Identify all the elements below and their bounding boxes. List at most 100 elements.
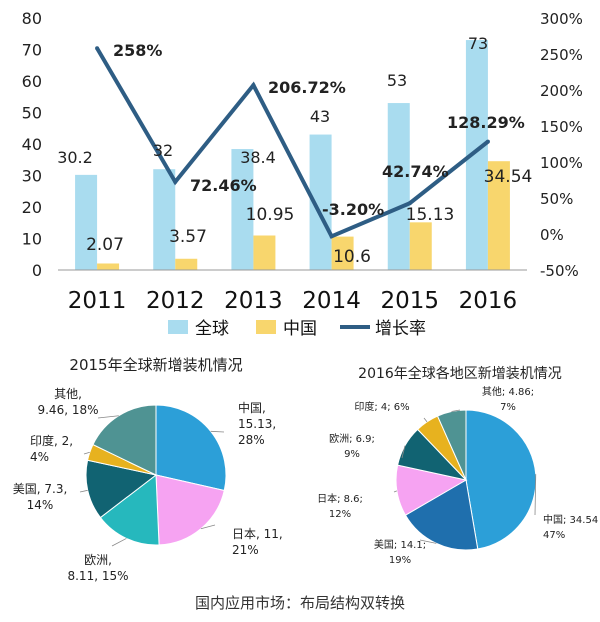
legend-label: 全球 [195,319,229,339]
pie-leader-line [79,489,88,493]
pie-leader-line [423,417,428,423]
y-tick-label: 40 [22,135,42,154]
pie-slice-label: 7% [500,402,516,413]
y-tick-label: 60 [22,72,42,91]
pie-slice [404,479,479,551]
pie-slice [155,404,227,492]
y2-tick-label: -50% [540,262,579,280]
bar [309,134,332,270]
growth-rate-label: 42.74% [382,162,449,181]
x-category-label: 2012 [146,288,205,314]
pie-slice [465,409,537,550]
pie-slice-label: 印度; 4; 6% [354,400,409,413]
x-category-label: 2011 [68,288,127,314]
legend-swatch [168,320,188,334]
bar-value-label: 10.95 [246,205,295,225]
y2-tick-label: 200% [540,82,583,100]
line-point [485,139,490,144]
line-point [173,179,178,184]
pie-leader-line [210,430,225,433]
pie-leader-line [534,474,537,516]
line-point [329,234,334,239]
pie-slice-label: 28% [238,433,265,447]
x-category-label: 2016 [459,288,518,314]
growth-rate-label: 206.72% [268,78,346,97]
pie-leader-line [83,451,90,455]
y-tick-label: 70 [22,41,42,60]
pie-slice-label: 15.13, [238,417,276,431]
x-category-label: 2014 [302,288,361,314]
pie-slice-label: 印度, 2, [30,433,73,448]
y-tick-label: 30 [22,167,42,186]
pie-slice [85,459,158,519]
pie-leader-line [451,409,461,412]
pie-slice-label: 21% [232,543,259,557]
pie-slice [92,404,157,476]
bar-value-label: 34.54 [484,167,533,187]
bar-value-label: 2.07 [86,235,124,255]
bar-value-label: 53 [387,71,407,90]
bar [97,263,120,270]
y-tick-label: 50 [22,104,42,123]
bar-value-label: 3.57 [169,227,207,247]
growth-rate-label: -3.20% [322,200,384,219]
bar [487,161,510,270]
pie-slice-label: 4% [30,450,49,464]
pie-slice-label: 9% [344,449,360,460]
growth-rate-label: 72.46% [190,176,257,195]
pie-slice-label: 9.46, 18% [37,403,98,417]
legend-label: 增长率 [375,319,426,339]
pie-slice-label: 美国; 14.1; [374,538,426,551]
y-tick-label: 20 [22,198,42,217]
bar [153,169,176,270]
growth-rate-label: 128.29% [447,113,525,132]
bar [465,40,488,270]
bar-value-label: 32 [153,141,173,160]
pie-slice-label: 中国, [238,400,266,415]
pie-leader-line [393,490,397,493]
pie-slice-label: 欧洲; 6.9; [329,433,375,445]
pie-leader-line [97,415,119,419]
pie-slice-label: 12% [329,509,351,520]
pie-leader-line [401,445,406,459]
bar-value-label: 10.6 [333,247,371,267]
pie-slice-label: 日本, 11, [232,527,283,541]
pie-slice-label: 其他, [54,387,82,401]
pie-slice-label: 日本; 8.6; [317,492,363,505]
bar [331,236,354,270]
pie-slice-label: 8.11, 15% [67,569,128,583]
bar [231,149,254,270]
legend-label: 中国 [283,319,317,339]
pie-slice-label: 中国; 34.54 [543,513,598,526]
figure-caption: 国内应用市场：布局结构双转换 [194,594,405,612]
y-tick-label: 80 [22,9,42,28]
pie-title: 2016年全球各地区新增装机情况 [358,365,562,382]
pie-slice-label: 14% [27,498,54,512]
growth-rate-label: 258% [113,41,162,60]
y2-tick-label: 0% [540,226,564,244]
x-category-label: 2015 [380,288,439,314]
bar [253,235,276,270]
bar [75,174,98,270]
bar [387,103,410,270]
legend-swatch [256,320,276,334]
line-point [95,46,100,51]
y-tick-label: 10 [22,230,42,249]
y-tick-label: 0 [32,261,42,280]
bar-value-label: 38.4 [240,148,276,167]
y2-tick-label: 300% [540,10,583,28]
x-category-label: 2013 [224,288,283,314]
pie-title: 2015年全球新增装机情况 [69,356,242,374]
pie-slice-label: 美国, 7.3, [13,482,68,496]
pie-slice-label: 其他; 4.86; [482,385,534,398]
line-point [251,83,256,88]
combo-chart: 0 10 20 30 40 50 60 70 80 -50% 0% 50% 100% 150% 200% 25… [22,9,583,339]
bar-value-label: 73 [468,34,488,53]
y2-tick-label: 250% [540,46,583,64]
pie-slice-label: 19% [389,555,411,566]
y2-tick-label: 50% [540,190,573,208]
pie-leader-line [419,539,437,544]
growth-rate-line [95,47,490,239]
